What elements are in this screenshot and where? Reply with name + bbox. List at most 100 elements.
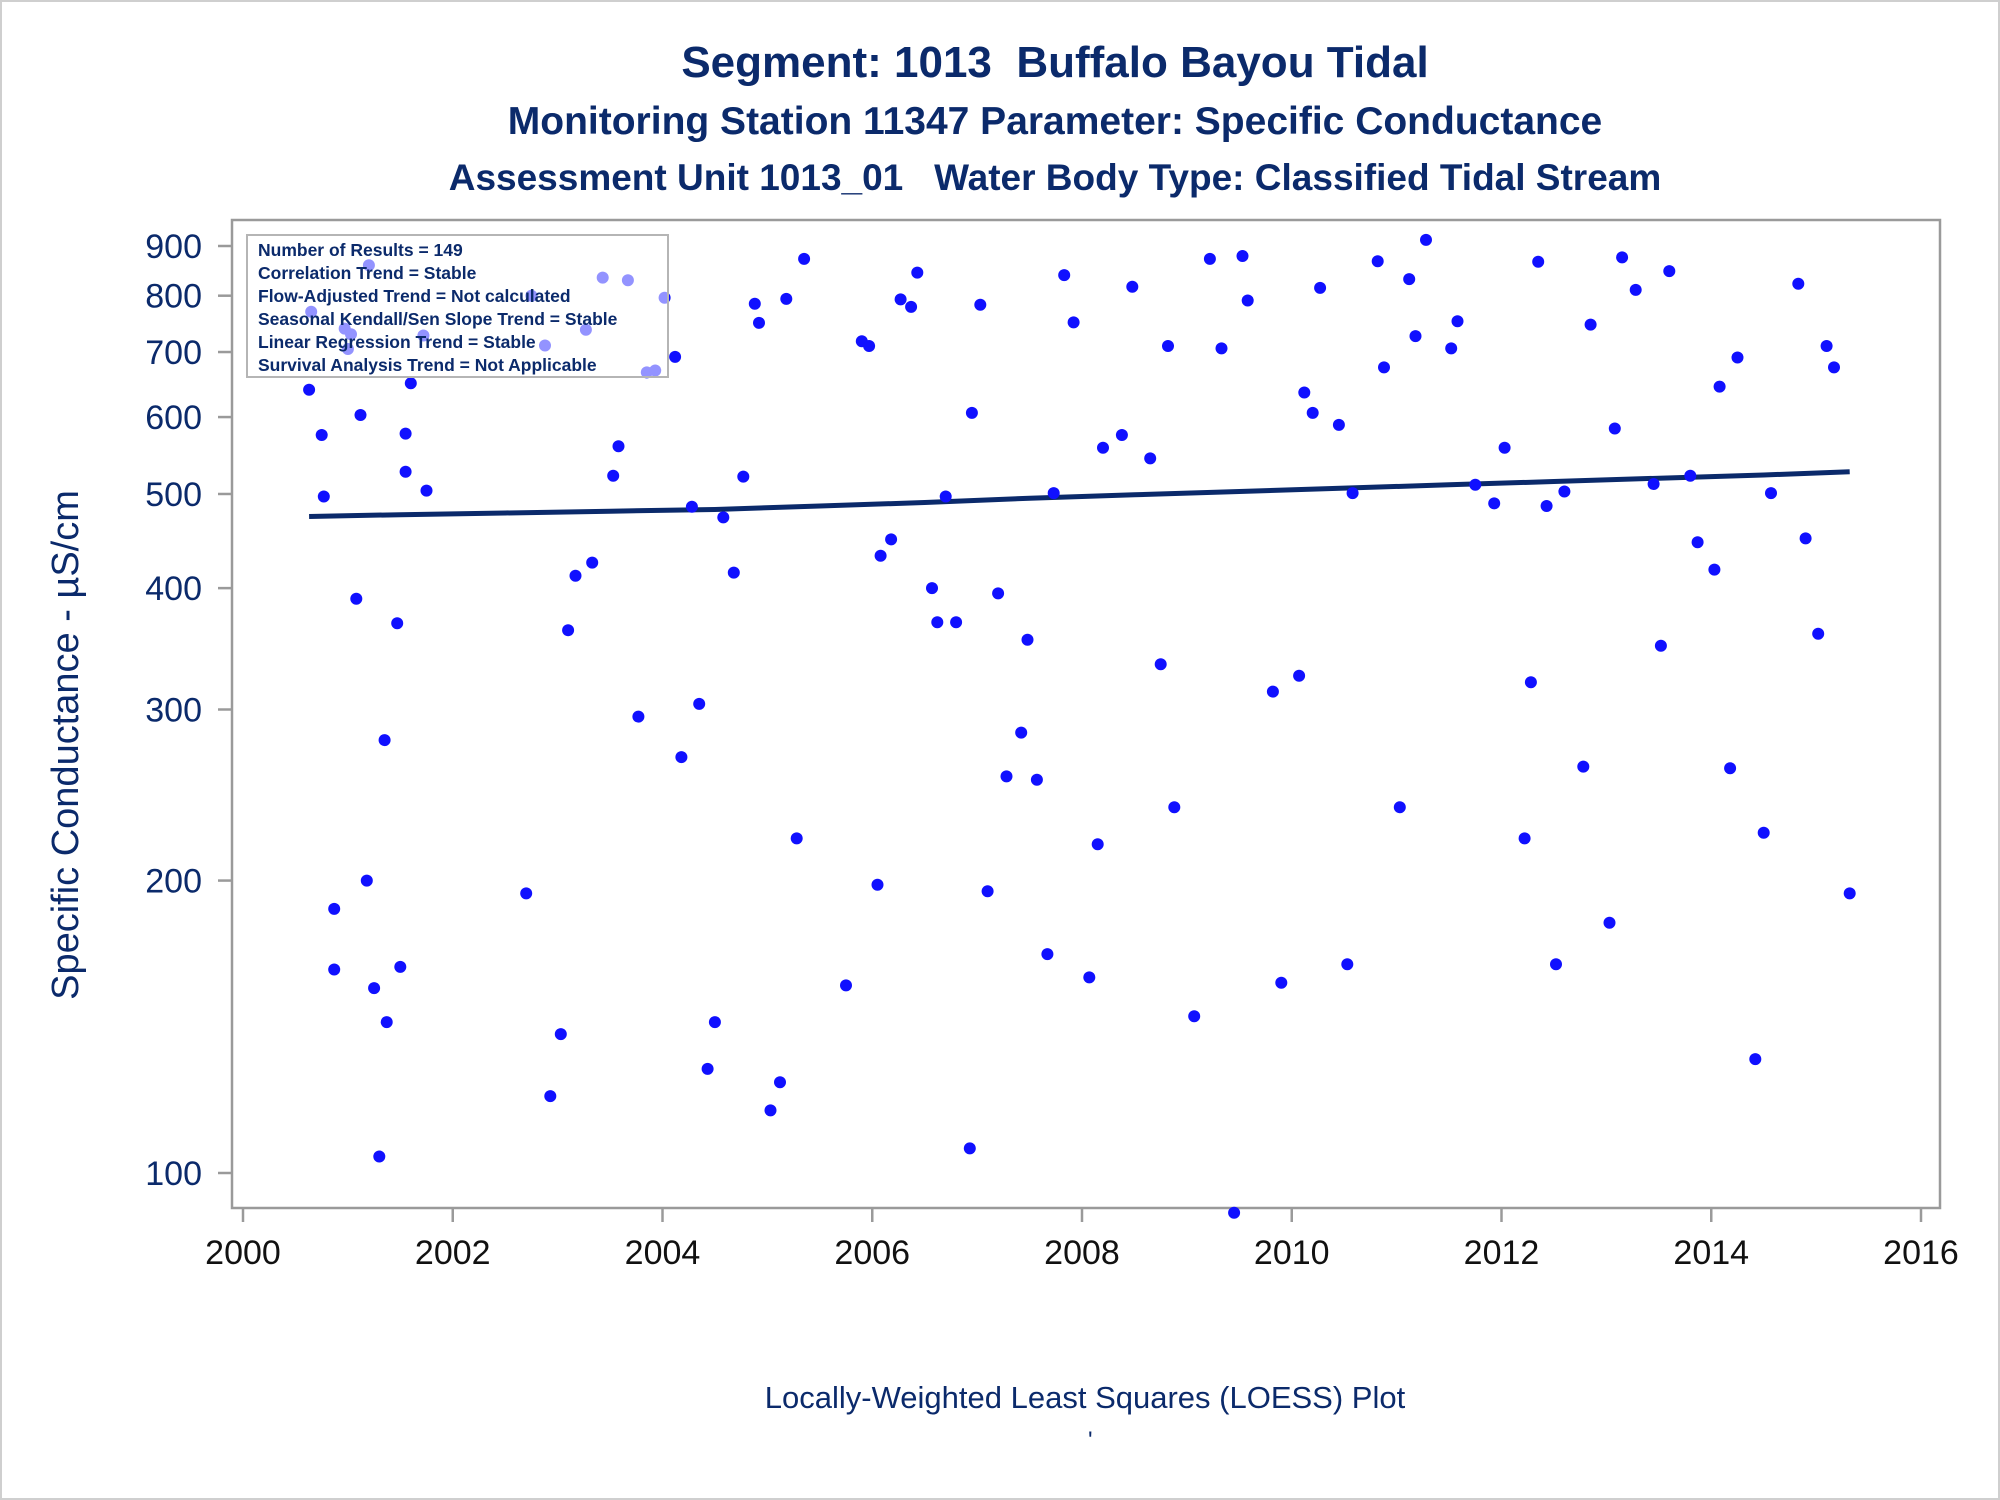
- data-point: [1041, 948, 1054, 961]
- data-point: [1691, 536, 1704, 549]
- data-point: [1409, 330, 1422, 343]
- x-tick-label: 2002: [415, 1234, 491, 1272]
- data-point: [1332, 418, 1345, 431]
- data-point: [1584, 318, 1597, 331]
- data-point: [350, 592, 363, 605]
- data-point: [1393, 801, 1406, 814]
- x-tick-label: 2016: [1883, 1234, 1959, 1272]
- data-point: [1371, 255, 1384, 268]
- data-point: [1629, 283, 1642, 296]
- trend-stat-line: Survival Analysis Trend = Not Applicable: [258, 355, 597, 375]
- data-point: [1203, 252, 1216, 265]
- data-point: [727, 566, 740, 579]
- data-point: [885, 533, 898, 546]
- data-point: [764, 1104, 777, 1117]
- data-point: [931, 616, 944, 629]
- data-point: [753, 316, 765, 329]
- y-tick-label: 500: [145, 476, 202, 514]
- data-point: [1241, 294, 1254, 307]
- data-point: [373, 1150, 386, 1163]
- data-point: [1403, 273, 1416, 286]
- data-point: [328, 902, 341, 915]
- data-point: [798, 252, 811, 265]
- trend-layer: [309, 469, 1850, 519]
- data-point: [774, 1076, 786, 1089]
- data-point: [1518, 832, 1531, 845]
- data-point: [1616, 251, 1629, 264]
- data-point: [780, 292, 793, 305]
- data-point: [1168, 801, 1181, 814]
- data-point: [1654, 639, 1667, 652]
- y-tick-label: 300: [145, 692, 202, 730]
- data-point: [911, 266, 924, 279]
- data-point: [1298, 386, 1311, 399]
- trend-stats-border: [246, 234, 669, 378]
- y-tick-label: 100: [145, 1155, 202, 1193]
- data-point: [1115, 429, 1128, 441]
- data-point: [303, 383, 316, 396]
- trend-stat-line: Flow-Adjusted Trend = Not calculated: [258, 286, 571, 306]
- footnote-mark: ': [1088, 1427, 1093, 1454]
- x-tick-label: 2008: [1044, 1234, 1120, 1272]
- data-point: [317, 490, 330, 503]
- data-point: [1469, 478, 1482, 491]
- x-tick-label: 2004: [625, 1234, 701, 1272]
- chart-footnote: Locally-Weighted Least Squares (LOESS) P…: [764, 1380, 1406, 1415]
- data-point: [1275, 976, 1288, 989]
- y-axis: 100 200 300 400 500 600 700 800 900: [145, 228, 232, 1193]
- plot-border: [230, 218, 1942, 1210]
- data-point: [926, 582, 938, 595]
- data-point: [863, 340, 876, 352]
- chart-subtitle: Monitoring Station 11347 Parameter: Spec…: [507, 100, 1603, 143]
- trend-stat-line: Number of Results = 149: [258, 240, 463, 260]
- data-point: [1532, 255, 1545, 268]
- data-point: [1015, 726, 1028, 739]
- data-point: [1540, 500, 1553, 512]
- data-point: [394, 960, 407, 973]
- data-point: [1603, 916, 1616, 929]
- data-point: [1498, 441, 1511, 454]
- data-point: [1215, 342, 1228, 355]
- data-point: [1843, 887, 1856, 900]
- data-point: [1820, 340, 1833, 352]
- data-point: [328, 963, 341, 976]
- data-point: [399, 465, 412, 478]
- data-point: [1647, 478, 1660, 490]
- data-point: [1341, 958, 1354, 971]
- data-point: [378, 734, 391, 747]
- x-tick-label: 2000: [205, 1234, 281, 1272]
- trend-stats-box: Number of Results = 149 Correlation Trend…: [246, 234, 669, 378]
- y-tick-label: 900: [145, 228, 202, 266]
- data-point: [1792, 277, 1805, 290]
- data-point: [840, 979, 852, 992]
- x-axis: 2000 2002 2004 2006 2008 2010 2012 2014 2016: [205, 1208, 1959, 1272]
- data-point: [420, 484, 433, 497]
- data-point: [380, 1016, 393, 1029]
- data-point: [1708, 563, 1721, 576]
- data-point: [354, 409, 367, 421]
- data-point: [894, 293, 907, 306]
- data-point: [1188, 1010, 1201, 1023]
- plot-area: [230, 218, 1942, 1210]
- data-point: [360, 874, 373, 887]
- y-tick-label: 800: [145, 278, 202, 316]
- y-tick-label: 600: [145, 399, 202, 437]
- data-point: [544, 1090, 557, 1103]
- data-point: [399, 427, 412, 440]
- x-tick-label: 2010: [1254, 1234, 1330, 1272]
- data-point: [1236, 250, 1249, 262]
- data-point: [1378, 361, 1390, 374]
- data-point: [1228, 1206, 1241, 1219]
- data-point: [963, 1142, 976, 1155]
- data-point: [1749, 1053, 1762, 1066]
- y-tick-label: 200: [145, 863, 202, 901]
- data-point: [1608, 422, 1621, 435]
- data-point: [1577, 760, 1590, 773]
- data-point: [1154, 658, 1167, 671]
- y-tick-label: 400: [145, 570, 202, 608]
- data-point: [1126, 280, 1139, 293]
- data-point: [569, 569, 582, 582]
- data-point: [1524, 676, 1537, 689]
- data-point: [1420, 233, 1432, 246]
